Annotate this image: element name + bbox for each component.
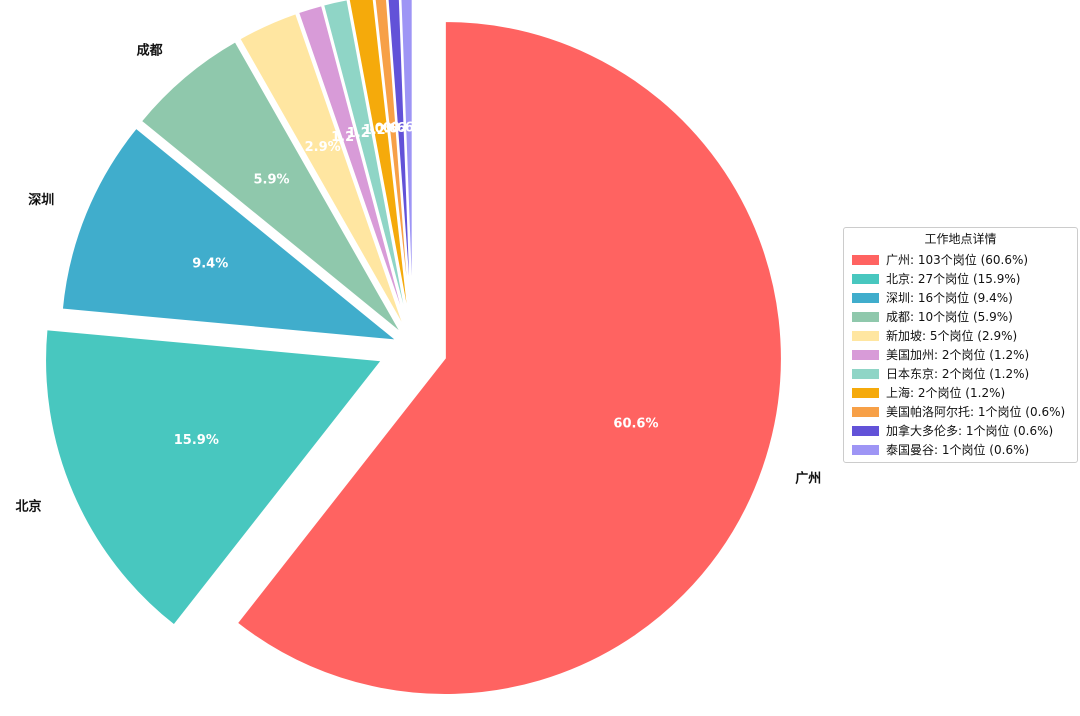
legend-label: 美国帕洛阿尔托: 1个岗位 (0.6%) bbox=[886, 405, 1066, 419]
legend-label: 泰国曼谷: 1个岗位 (0.6%) bbox=[886, 443, 1030, 457]
pie-slice bbox=[60, 126, 401, 342]
legend-label: 北京: 27个岗位 (15.9%) bbox=[886, 272, 1021, 286]
legend-entry: 日本东京: 2个岗位 (1.2%) bbox=[852, 364, 1069, 383]
legend-entry: 美国帕洛阿尔托: 1个岗位 (0.6%) bbox=[852, 402, 1069, 421]
legend-swatch bbox=[852, 311, 879, 322]
legend-label: 上海: 2个岗位 (1.2%) bbox=[886, 386, 1006, 400]
slice-category-label: 新加坡 bbox=[214, 0, 254, 1]
legend-swatch bbox=[852, 406, 879, 417]
pie-slice bbox=[296, 3, 410, 332]
legend-swatch bbox=[852, 368, 879, 379]
slice-percent-label: 2.9% bbox=[305, 140, 341, 155]
legend-entry: 成都: 10个岗位 (5.9%) bbox=[852, 307, 1069, 326]
pie-slice bbox=[44, 328, 384, 627]
slice-percent-label: 0.6% bbox=[391, 120, 427, 135]
legend-entry: 北京: 27个岗位 (15.9%) bbox=[852, 269, 1069, 288]
legend-entry: 上海: 2个岗位 (1.2%) bbox=[852, 383, 1069, 402]
legend-label: 成都: 10个岗位 (5.9%) bbox=[886, 310, 1013, 324]
pie-slice bbox=[139, 39, 403, 335]
slice-category-label: 广州 bbox=[795, 471, 821, 487]
legend-label: 美国加州: 2个岗位 (1.2%) bbox=[886, 348, 1030, 362]
pie-slice bbox=[237, 11, 407, 333]
legend-label: 新加坡: 5个岗位 (2.9%) bbox=[886, 329, 1018, 343]
legend-swatch bbox=[852, 425, 879, 436]
legend-swatch bbox=[852, 292, 879, 303]
pie-slice bbox=[386, 0, 414, 331]
legend-swatch bbox=[852, 349, 879, 360]
legend-entry: 加拿大多伦多: 1个岗位 (0.6%) bbox=[852, 421, 1069, 440]
slice-percent-label: 9.4% bbox=[192, 257, 228, 272]
slice-percent-label: 15.9% bbox=[174, 433, 219, 448]
legend-swatch bbox=[852, 254, 879, 265]
legend-swatch bbox=[852, 387, 879, 398]
pie-slice bbox=[347, 0, 412, 331]
pie-slice bbox=[399, 0, 414, 331]
legend-label: 广州: 103个岗位 (60.6%) bbox=[886, 253, 1029, 267]
legend-swatch bbox=[852, 273, 879, 284]
slice-category-label: 成都 bbox=[137, 43, 163, 59]
legend-entry: 美国加州: 2个岗位 (1.2%) bbox=[852, 345, 1069, 364]
legend-entry: 新加坡: 5个岗位 (2.9%) bbox=[852, 326, 1069, 345]
legend-entry: 泰国曼谷: 1个岗位 (0.6%) bbox=[852, 440, 1069, 459]
legend-swatch bbox=[852, 444, 879, 455]
pie-slice bbox=[321, 0, 411, 331]
legend-entry: 深圳: 16个岗位 (9.4%) bbox=[852, 288, 1069, 307]
slice-percent-label: 60.6% bbox=[613, 417, 658, 432]
legend-swatch bbox=[852, 330, 879, 341]
pie-slice bbox=[235, 20, 783, 696]
chart-legend: 工作地点详情 广州: 103个岗位 (60.6%) 北京: 27个岗位 (15.9… bbox=[843, 227, 1078, 463]
legend-label: 日本东京: 2个岗位 (1.2%) bbox=[886, 367, 1030, 381]
legend-label: 深圳: 16个岗位 (9.4%) bbox=[886, 291, 1013, 305]
legend-entry: 广州: 103个岗位 (60.6%) bbox=[852, 250, 1069, 269]
slice-category-label: 深圳 bbox=[28, 192, 54, 208]
legend-label: 加拿大多伦多: 1个岗位 (0.6%) bbox=[886, 424, 1054, 438]
legend-title: 工作地点详情 bbox=[924, 232, 997, 246]
slice-percent-label: 5.9% bbox=[253, 172, 289, 187]
slice-category-label: 北京 bbox=[16, 498, 42, 514]
